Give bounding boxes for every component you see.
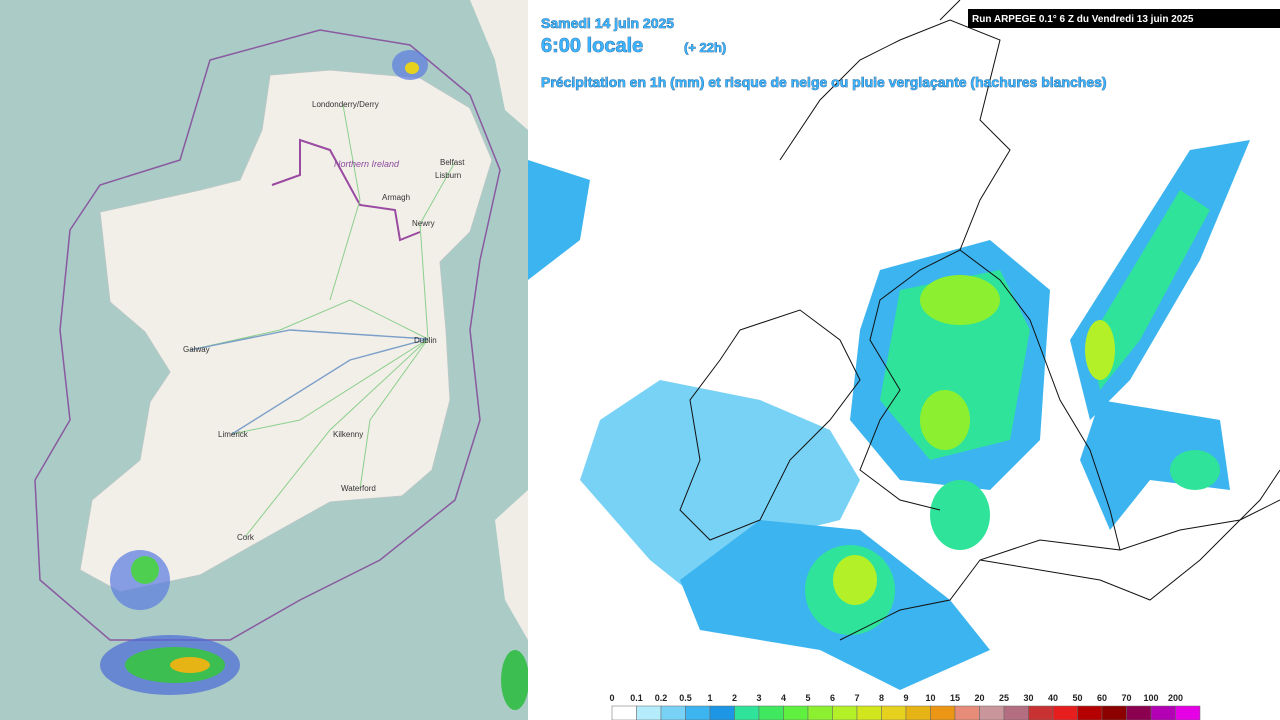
legend: 0 0.1 0.2 0.5 1 2 3 4 5 6 7 8 9 10 15 20 25 30 40 50 60 70 100…: [609, 693, 1201, 720]
legend-label: 60: [1097, 693, 1107, 703]
legend-swatch: [1052, 705, 1078, 720]
legend-swatch: [709, 705, 735, 720]
legend-swatch: [954, 705, 980, 720]
legend-swatch: [856, 705, 882, 720]
place-label: Armagh: [382, 193, 410, 202]
legend-swatch: [1003, 705, 1029, 720]
place-label: Dublin: [414, 336, 437, 345]
legend-swatch: [758, 705, 784, 720]
place-label: Belfast: [440, 158, 465, 167]
legend-swatch: [783, 705, 809, 720]
legend-label: 4: [781, 693, 786, 703]
legend-label: 7: [854, 693, 859, 703]
legend-label: 0.5: [679, 693, 692, 703]
legend-swatch: [1101, 705, 1127, 720]
place-label: Cork: [237, 533, 255, 542]
legend-label: 8: [879, 693, 884, 703]
place-label: Londonderry/Derry: [312, 100, 379, 109]
legend-swatch: [734, 705, 760, 720]
legend-label: 100: [1143, 693, 1158, 703]
motorways: [189, 329, 429, 435]
legend-label: 15: [950, 693, 960, 703]
legend-label: 25: [999, 693, 1009, 703]
precipitation-field: [528, 140, 1250, 690]
maritime-boundary: [34, 29, 501, 641]
legend-swatch: [1126, 705, 1152, 720]
legend-swatch: [930, 705, 956, 720]
run-label: Run ARPEGE 0.1° 6 Z du Vendredi 13 juin …: [972, 14, 1194, 25]
wales: [495, 490, 528, 640]
legend-label: 6: [830, 693, 835, 703]
forecast-date: Samedi 14 juin 2025: [541, 15, 674, 31]
coastlines: [679, 0, 1280, 641]
legend-swatch: [1077, 705, 1103, 720]
run-box: [968, 9, 1280, 28]
legend-label: 200: [1168, 693, 1183, 703]
radar-echoes: [100, 50, 529, 710]
region-label: Northern Ireland: [334, 159, 400, 169]
legend-label: 0: [609, 693, 614, 703]
legend-swatch: [1028, 705, 1054, 720]
legend-label: 9: [903, 693, 908, 703]
legend-swatch: [685, 705, 711, 720]
forecast-lead: (+ 22h): [684, 40, 726, 55]
forecast-subtitle: Précipitation en 1h (mm) et risque de ne…: [541, 74, 1107, 90]
place-label: Limerick: [218, 430, 249, 439]
legend-label: 0.2: [655, 693, 668, 703]
place-label: Galway: [183, 345, 210, 354]
place-label: Newry: [412, 219, 435, 228]
legend-label: 0.1: [630, 693, 643, 703]
scotland: [470, 0, 528, 130]
legend-label: 20: [974, 693, 984, 703]
legend-label: 10: [925, 693, 935, 703]
legend-label: 5: [805, 693, 810, 703]
legend-swatch: [881, 705, 907, 720]
legend-swatch: [660, 705, 686, 720]
border: [271, 138, 421, 242]
legend-label: 30: [1023, 693, 1033, 703]
forecast-time: 6:00 locale: [541, 35, 643, 57]
legend-swatch: [1175, 705, 1201, 720]
place-label: Kilkenny: [333, 430, 363, 439]
legend-swatch: [979, 705, 1005, 720]
legend-label: 3: [756, 693, 761, 703]
place-label: Lisburn: [435, 171, 461, 180]
legend-swatch: [1150, 705, 1176, 720]
legend-label: 50: [1072, 693, 1082, 703]
legend-label: 1: [707, 693, 712, 703]
legend-swatch: [905, 705, 931, 720]
legend-swatch: [636, 705, 662, 720]
legend-label: 40: [1048, 693, 1058, 703]
roads: [189, 104, 456, 538]
legend-swatch: [832, 705, 858, 720]
place-label: Waterford: [341, 484, 376, 493]
legend-swatch: [807, 705, 833, 720]
legend-swatch: [611, 705, 637, 720]
legend-label: 70: [1121, 693, 1131, 703]
legend-label: 2: [732, 693, 737, 703]
